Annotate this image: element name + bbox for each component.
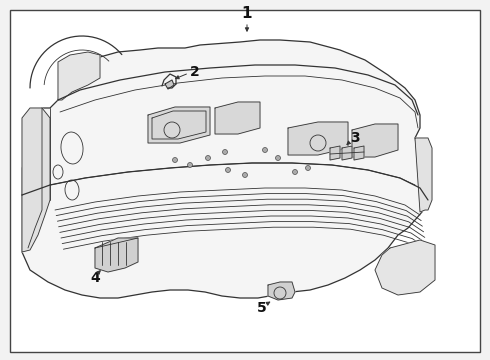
Circle shape: [205, 156, 211, 161]
Circle shape: [305, 166, 311, 171]
Polygon shape: [375, 240, 435, 295]
Polygon shape: [215, 102, 260, 134]
Circle shape: [225, 167, 230, 172]
Circle shape: [188, 162, 193, 167]
Polygon shape: [415, 138, 432, 212]
Polygon shape: [352, 124, 398, 157]
Polygon shape: [165, 80, 174, 89]
Circle shape: [263, 148, 268, 153]
Polygon shape: [95, 238, 138, 272]
Circle shape: [293, 170, 297, 175]
Polygon shape: [58, 52, 100, 100]
Polygon shape: [288, 122, 348, 155]
Circle shape: [222, 149, 227, 154]
Text: 4: 4: [90, 271, 100, 285]
Polygon shape: [354, 146, 364, 160]
Circle shape: [172, 158, 177, 162]
Text: 3: 3: [350, 131, 360, 145]
Circle shape: [275, 156, 280, 161]
Polygon shape: [342, 146, 352, 160]
Polygon shape: [330, 146, 340, 160]
Polygon shape: [22, 108, 50, 252]
Circle shape: [243, 172, 247, 177]
Text: 5: 5: [257, 301, 267, 315]
Polygon shape: [22, 40, 430, 298]
Polygon shape: [148, 107, 210, 143]
Text: 2: 2: [190, 65, 200, 79]
Text: 1: 1: [242, 6, 252, 22]
Polygon shape: [268, 282, 295, 300]
